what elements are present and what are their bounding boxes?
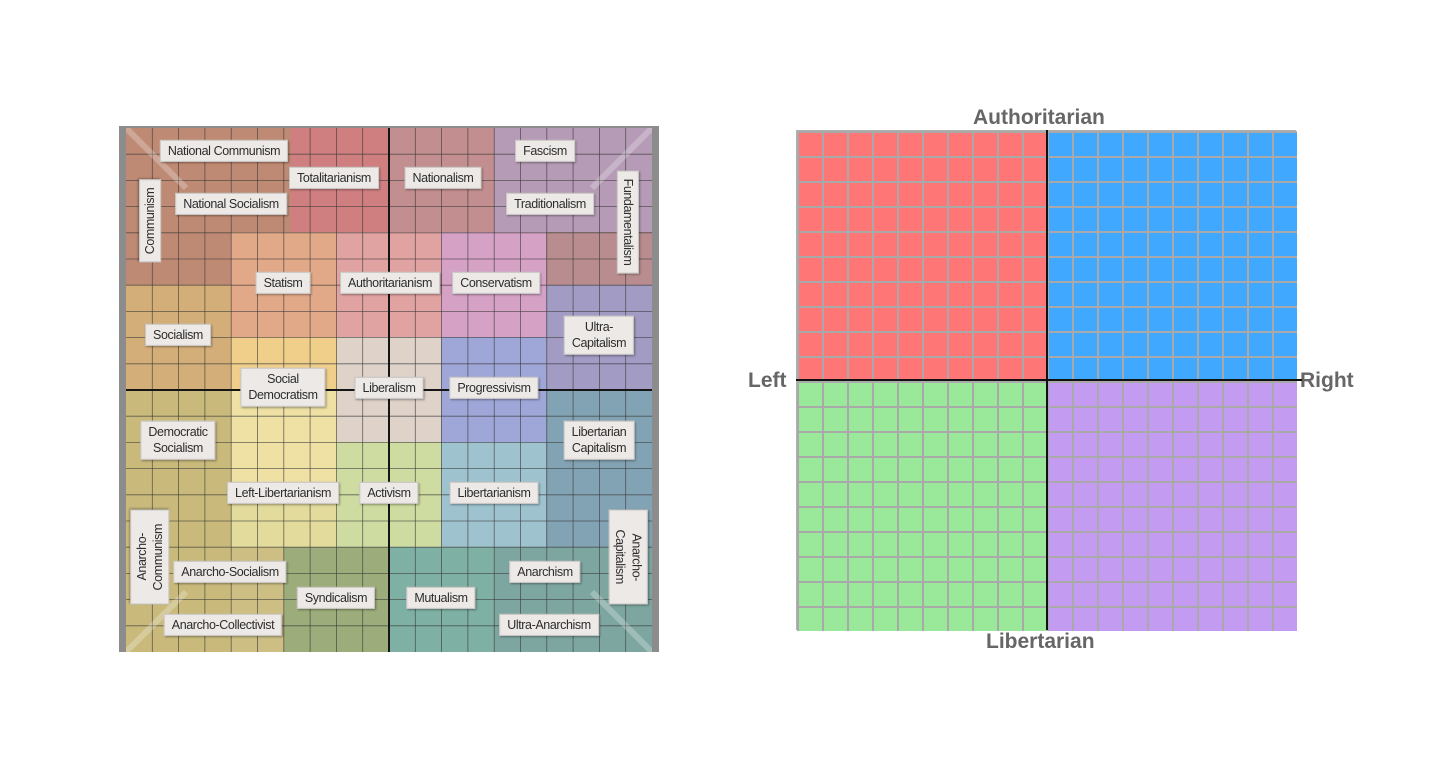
label-syndicalism: Syndicalism	[296, 586, 376, 610]
label-ultra-capitalism: Ultra-Capitalism	[563, 315, 635, 355]
quadrant-grid	[1047, 381, 1297, 631]
label-fascism: Fascism	[515, 139, 575, 163]
axis-label-left: Left	[748, 369, 787, 392]
label-communism: Communism	[138, 179, 162, 263]
label-statism: Statism	[255, 271, 311, 295]
label-socialism: Socialism	[145, 323, 211, 347]
political-compass-basic	[796, 130, 1302, 631]
label-national-communism: National Communism	[159, 139, 289, 163]
quadrant-libertarian-right	[1047, 381, 1297, 631]
label-anarcho-collectivist: Anarcho-Collectivist	[163, 613, 283, 637]
label-traditionalism: Traditionalism	[506, 192, 594, 216]
label-anarcho-socialism: Anarcho-Socialism	[173, 560, 287, 584]
label-social-democratism: Social Democratism	[240, 367, 326, 407]
label-fundamentalism: Fundamentalism	[616, 170, 640, 274]
label-nationalism: Nationalism	[404, 166, 482, 190]
right-horizontal-axis	[796, 379, 1302, 381]
label-left-libertarianism: Left-Libertarianism	[227, 481, 339, 505]
label-conservatism: Conservatism	[452, 271, 540, 295]
axis-label-authoritarian: Authoritarian	[973, 106, 1105, 129]
quadrant-grid	[797, 381, 1047, 631]
label-activism: Activism	[359, 481, 419, 505]
label-anarcho-communism: Anarcho-Communism	[130, 509, 170, 605]
axis-label-right: Right	[1300, 369, 1354, 392]
quadrant-grid	[797, 131, 1047, 381]
label-libertarianism: Libertarianism	[449, 481, 539, 505]
axis-label-libertarian: Libertarian	[986, 630, 1095, 653]
label-totalitarianism: Totalitarianism	[289, 166, 379, 190]
label-liberalism: Liberalism	[354, 376, 424, 400]
label-ultra-anarchism: Ultra-Anarchism	[499, 613, 599, 637]
label-authoritarianism: Authoritarianism	[340, 271, 440, 295]
label-anarchism: Anarchism	[509, 560, 581, 584]
political-compass-ideologies: National Communism Totalitarianism Natio…	[119, 126, 659, 652]
label-national-socialism: National Socialism	[175, 192, 287, 216]
label-progressivism: Progressivism	[449, 376, 539, 400]
label-mutualism: Mutualism	[406, 586, 476, 610]
quadrant-grid	[1047, 131, 1297, 381]
label-democratic-socialism: Democratic Socialism	[140, 420, 216, 460]
quadrant-authoritarian-right	[1047, 131, 1297, 381]
label-anarcho-capitalism: Anarcho-Capitalism	[608, 509, 648, 605]
quadrant-libertarian-left	[797, 381, 1047, 631]
label-libertarian-capitalism: Libertarian Capitalism	[563, 420, 635, 460]
quadrant-authoritarian-left	[797, 131, 1047, 381]
